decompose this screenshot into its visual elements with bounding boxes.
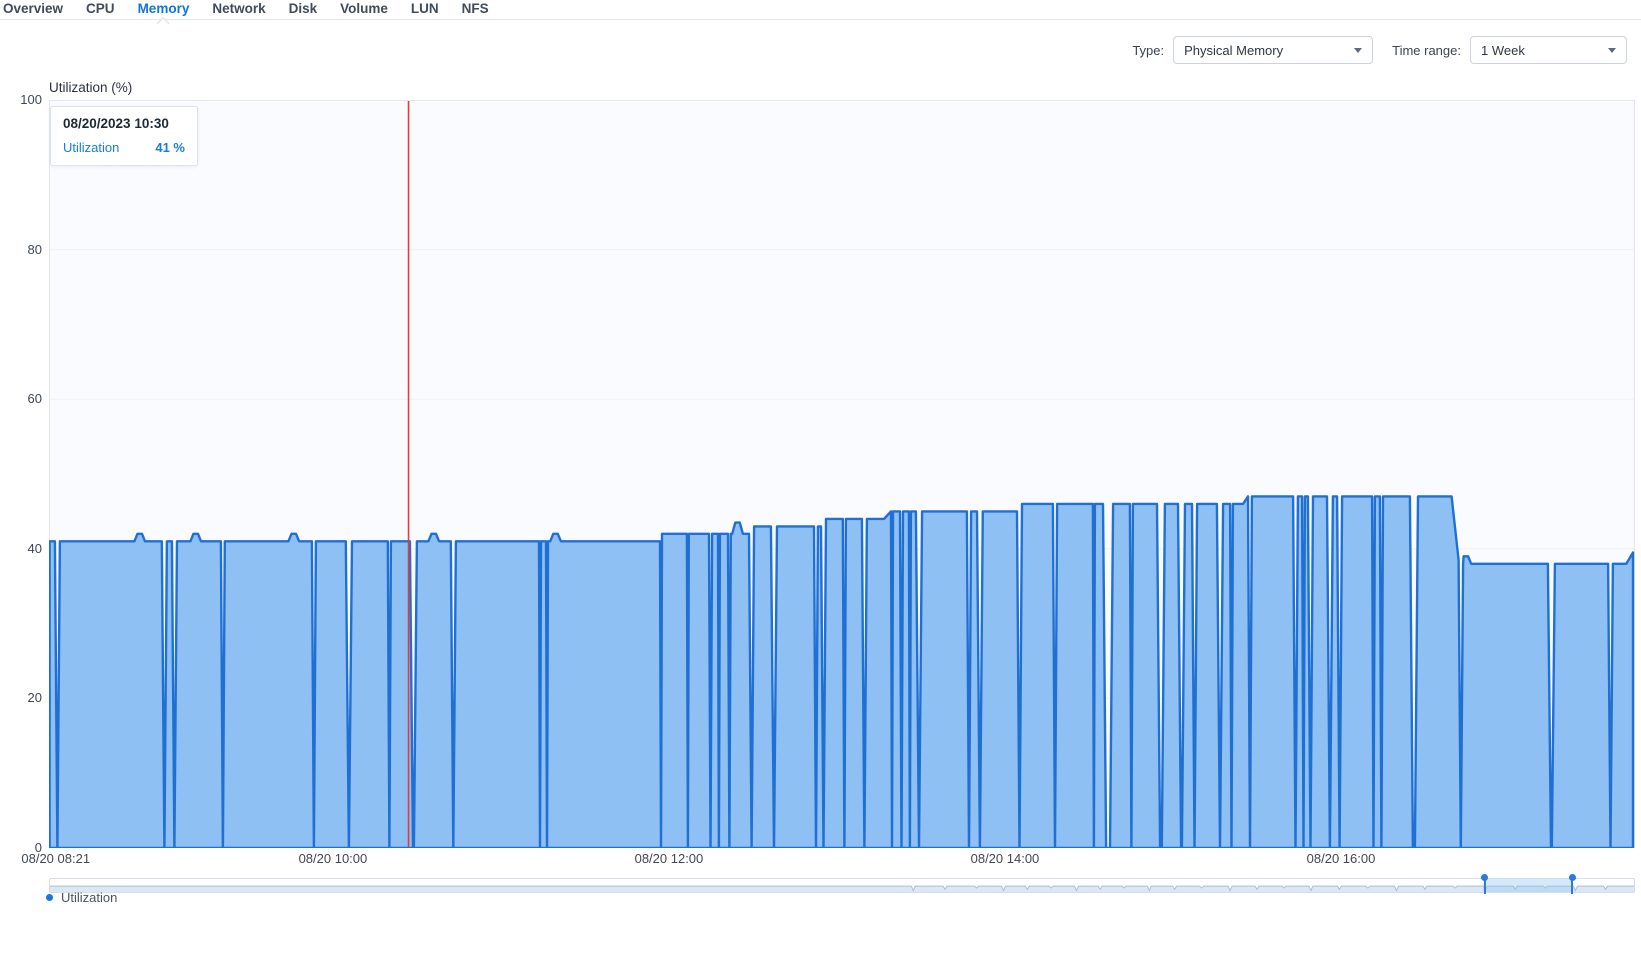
time-range-label: Time range: [1392, 42, 1461, 58]
y-tick-40: 40 [27, 540, 42, 556]
type-select[interactable]: Physical Memory [1173, 36, 1374, 64]
y-tick-80: 80 [27, 241, 42, 257]
tab-bar: Overview CPU Memory Network Disk Volume LUN NFS [0, 0, 1641, 30]
y-tick-0: 0 [34, 840, 42, 855]
tab-cpu[interactable]: CPU [86, 1, 115, 16]
y-tick-100: 100 [20, 92, 42, 107]
chart-controls: Type: Physical Memory Time range: 1 Week [1132, 36, 1627, 64]
time-range-select[interactable]: 1 Week [1470, 36, 1627, 64]
tab-disk[interactable]: Disk [288, 1, 318, 16]
plot-svg [48, 100, 1635, 852]
tooltip-series-label: Utilization [63, 140, 120, 155]
active-tab-notch [157, 17, 170, 30]
chart-legend: Utilization [46, 890, 117, 905]
tab-nfs[interactable]: NFS [461, 1, 489, 16]
tab-overview[interactable]: Overview [3, 1, 64, 16]
tab-lun[interactable]: LUN [410, 1, 439, 16]
minimap-left-handle[interactable] [1481, 874, 1489, 894]
legend-label: Utilization [61, 890, 118, 905]
chevron-down-icon [1608, 47, 1616, 53]
type-select-value: Physical Memory [1184, 42, 1284, 58]
x-tick-08-20-10-00: 08/20 10:00 [298, 851, 368, 866]
minimap-svg [50, 879, 1634, 892]
legend-dot-icon [46, 894, 53, 901]
x-tick-08-20-16-00: 08/20 16:00 [1306, 851, 1376, 866]
tab-network[interactable]: Network [212, 1, 266, 16]
tooltip-row: Utilization 41 % [63, 140, 185, 155]
tab-volume[interactable]: Volume [340, 1, 388, 16]
x-tick-08-20-14-00: 08/20 14:00 [970, 851, 1040, 866]
minimap-right-handle[interactable] [1568, 874, 1576, 894]
tooltip-timestamp: 08/20/2023 10:30 [63, 116, 169, 131]
chart-title: Utilization (%) [49, 80, 133, 95]
x-tick-08-20-12-00: 08/20 12:00 [634, 851, 704, 866]
type-label: Type: [1132, 42, 1165, 58]
chevron-down-icon [1354, 47, 1363, 53]
utilization-area-chart[interactable] [48, 100, 1635, 852]
y-tick-20: 20 [27, 690, 42, 706]
y-tick-60: 60 [27, 391, 42, 407]
tab-memory[interactable]: Memory [138, 0, 189, 30]
x-tick-08-20-08-21: 08/20 08:21 [21, 851, 91, 866]
timeline-minimap[interactable] [49, 874, 1635, 894]
time-range-select-value: 1 Week [1481, 42, 1525, 58]
tooltip-value: 41 % [155, 140, 185, 155]
chart-tooltip: 08/20/2023 10:30 Utilization 41 % [50, 106, 198, 166]
